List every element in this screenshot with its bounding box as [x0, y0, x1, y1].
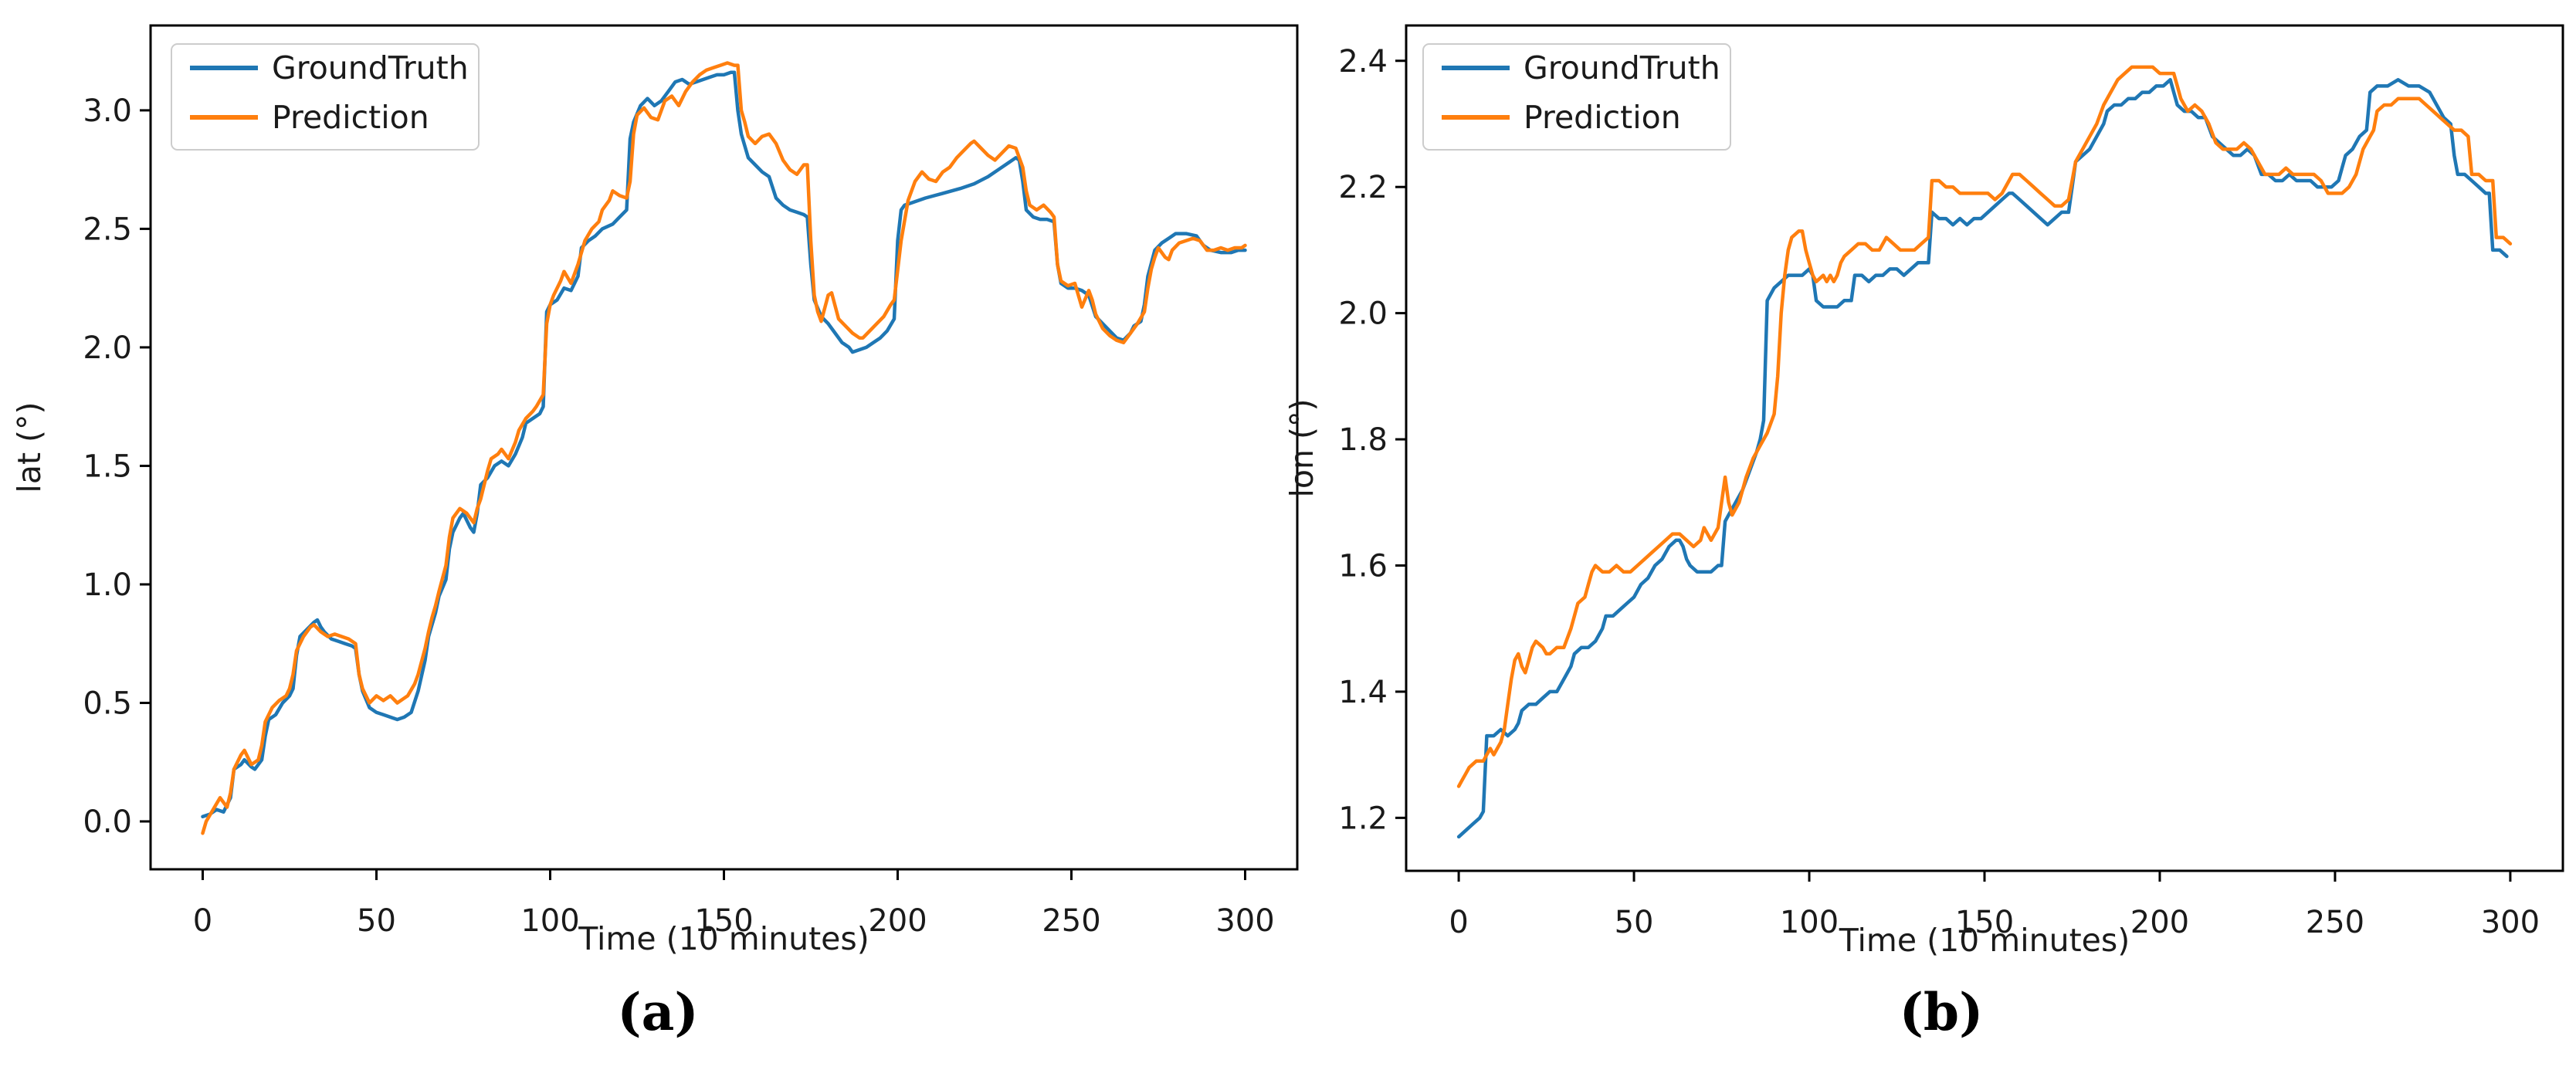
plot-border [1405, 24, 2564, 872]
legend: GroundTruth Prediction [1422, 43, 1731, 151]
y-tick-label: 2.2 [1338, 170, 1388, 205]
y-tick-label: 2.0 [1338, 296, 1388, 332]
legend-entry-label: Prediction [272, 99, 429, 136]
x-tick-label: 0 [1449, 905, 1468, 940]
caption-b: (b) [1899, 982, 1984, 1042]
lat-chart: 0 50 100 150 200 250 300 0.0 0.5 1.0 1.5 2.0 2.5 3.0 T… [11, 24, 1299, 957]
plot-border [149, 24, 1299, 871]
groundtruth-line [201, 70, 1247, 819]
legend-box [171, 43, 480, 151]
legend-entry-label: GroundTruth [272, 49, 469, 86]
x-tick-label: 50 [357, 903, 396, 939]
y-tick-label: 1.4 [1338, 675, 1388, 710]
x-tick-label: 200 [868, 903, 927, 939]
legend: GroundTruth Prediction [171, 43, 480, 151]
y-tick-label: 1.6 [1338, 548, 1388, 584]
x-tick-label: 150 [694, 903, 753, 939]
y-tick-label: 0.0 [83, 804, 132, 840]
x-axis-label: Time (10 minutes) [578, 920, 869, 957]
x-tick-label: 250 [2306, 905, 2364, 940]
x-tick-label: 150 [1955, 905, 2014, 940]
legend-entry-label: GroundTruth [1524, 49, 1720, 86]
y-tick-label: 2.5 [83, 212, 132, 247]
y-axis-label: lat (°) [11, 401, 48, 493]
legend-box [1422, 43, 1731, 151]
x-tick-label: 100 [1780, 905, 1839, 940]
x-tick-label: 200 [2130, 905, 2189, 940]
lon-chart: 0 50 100 150 200 250 300 1.2 1.4 1.6 1.8 2.0 2.2 2.4 T… [1283, 24, 2564, 959]
y-axis: 0.0 0.5 1.0 1.5 2.0 2.5 3.0 [83, 93, 151, 840]
x-axis: 0 50 100 150 200 250 300 [1449, 871, 2540, 940]
prediction-line [201, 61, 1247, 835]
caption-a: (a) [617, 982, 699, 1042]
y-tick-label: 3.0 [83, 93, 132, 129]
y-axis: 1.2 1.4 1.6 1.8 2.0 2.2 2.4 [1338, 44, 1406, 836]
x-axis-label: Time (10 minutes) [1839, 922, 2130, 959]
y-tick-label: 0.5 [83, 686, 132, 721]
x-tick-label: 250 [1042, 903, 1100, 939]
x-axis: 0 50 100 150 200 250 300 [193, 869, 1275, 939]
y-tick-label: 1.5 [83, 449, 132, 484]
x-tick-label: 300 [1215, 903, 1274, 939]
x-tick-label: 300 [2481, 905, 2540, 940]
x-tick-label: 50 [1615, 905, 1654, 940]
y-axis-label: lon (°) [1283, 399, 1320, 498]
y-tick-label: 1.2 [1338, 801, 1388, 836]
groundtruth-line [1456, 78, 2509, 839]
y-tick-label: 1.0 [83, 567, 132, 603]
x-tick-label: 100 [520, 903, 579, 939]
y-tick-label: 2.0 [83, 330, 132, 366]
x-tick-label: 0 [193, 903, 212, 939]
legend-entry-label: Prediction [1524, 99, 1681, 136]
prediction-line [1456, 65, 2513, 788]
y-tick-label: 1.8 [1338, 422, 1388, 458]
y-tick-label: 2.4 [1338, 44, 1388, 80]
